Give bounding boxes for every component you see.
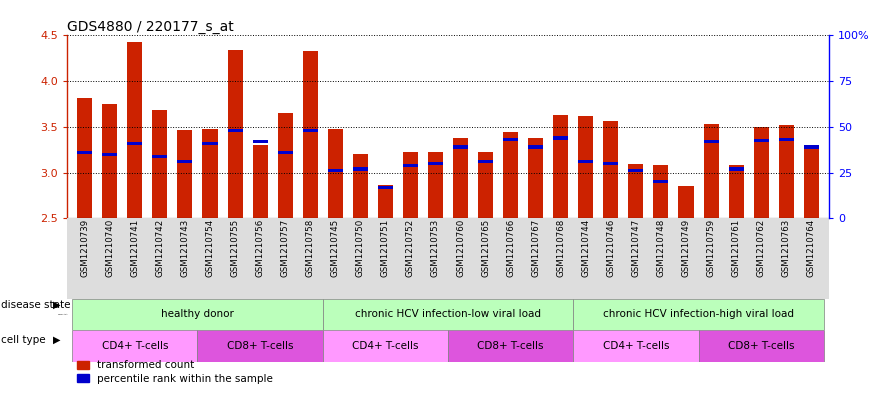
Bar xyxy=(127,142,142,145)
Bar xyxy=(779,125,794,219)
Bar xyxy=(102,153,117,156)
Bar xyxy=(628,163,643,219)
Bar xyxy=(177,130,193,219)
Text: GDS4880 / 220177_s_at: GDS4880 / 220177_s_at xyxy=(67,20,234,34)
Bar xyxy=(197,330,323,362)
Bar xyxy=(553,136,568,140)
Bar xyxy=(328,169,343,173)
Bar xyxy=(323,299,573,330)
Bar xyxy=(578,116,593,219)
Bar xyxy=(779,138,794,141)
Bar xyxy=(754,127,769,219)
Bar xyxy=(603,162,618,165)
Bar xyxy=(73,330,197,362)
Bar xyxy=(453,145,468,149)
Bar xyxy=(578,160,593,163)
Bar xyxy=(478,152,493,219)
Bar xyxy=(573,330,699,362)
Bar xyxy=(703,124,719,219)
Bar xyxy=(628,169,643,173)
Bar xyxy=(653,180,668,184)
Text: CD8+ T-cells: CD8+ T-cells xyxy=(227,341,293,351)
Legend: transformed count, percentile rank within the sample: transformed count, percentile rank withi… xyxy=(73,356,278,388)
Bar xyxy=(428,162,443,165)
Bar xyxy=(699,330,823,362)
Bar xyxy=(478,160,493,163)
Bar xyxy=(678,244,694,248)
Bar xyxy=(152,154,168,158)
Bar xyxy=(804,145,819,149)
Text: chronic HCV infection-high viral load: chronic HCV infection-high viral load xyxy=(603,309,794,320)
Bar xyxy=(152,110,168,219)
Text: chronic HCV infection-low viral load: chronic HCV infection-low viral load xyxy=(355,309,541,320)
Bar xyxy=(528,145,543,149)
Bar xyxy=(703,140,719,143)
Bar xyxy=(448,330,573,362)
Bar xyxy=(573,299,823,330)
Bar xyxy=(278,113,293,219)
Bar xyxy=(353,167,368,171)
Bar xyxy=(428,152,443,219)
Bar xyxy=(303,129,318,132)
Bar xyxy=(253,145,268,219)
Bar xyxy=(303,51,318,219)
Text: disease state: disease state xyxy=(1,299,71,310)
Bar xyxy=(278,151,293,154)
Text: CD4+ T-cells: CD4+ T-cells xyxy=(603,341,669,351)
Bar xyxy=(323,330,448,362)
Bar xyxy=(728,167,744,171)
Bar xyxy=(102,104,117,219)
Bar xyxy=(553,115,568,219)
Bar xyxy=(228,129,243,132)
Text: cell type: cell type xyxy=(1,335,46,345)
Text: CD4+ T-cells: CD4+ T-cells xyxy=(352,341,418,351)
Bar xyxy=(504,138,518,141)
Text: CD8+ T-cells: CD8+ T-cells xyxy=(728,341,795,351)
Bar xyxy=(728,165,744,219)
Bar xyxy=(328,129,343,219)
Bar xyxy=(77,97,92,219)
Bar xyxy=(504,132,518,219)
Bar xyxy=(378,186,392,189)
Bar xyxy=(403,152,418,219)
Bar xyxy=(403,164,418,167)
Bar xyxy=(678,186,694,219)
Text: ▶: ▶ xyxy=(54,299,61,310)
Bar xyxy=(202,142,218,145)
Bar xyxy=(177,160,193,163)
Bar xyxy=(353,154,368,219)
Bar xyxy=(754,139,769,142)
Bar xyxy=(127,42,142,219)
Text: disease state: disease state xyxy=(58,314,68,315)
Text: ▶: ▶ xyxy=(54,335,61,345)
Bar xyxy=(653,165,668,219)
Bar xyxy=(453,138,468,219)
Bar xyxy=(77,151,92,154)
Bar xyxy=(528,138,543,219)
Bar xyxy=(603,121,618,219)
Text: healthy donor: healthy donor xyxy=(161,309,234,320)
Bar xyxy=(804,145,819,219)
Text: CD8+ T-cells: CD8+ T-cells xyxy=(478,341,544,351)
Bar xyxy=(73,299,323,330)
Bar xyxy=(202,129,218,219)
Bar xyxy=(253,140,268,143)
Bar xyxy=(228,50,243,219)
Bar xyxy=(378,185,392,219)
Text: CD4+ T-cells: CD4+ T-cells xyxy=(101,341,168,351)
